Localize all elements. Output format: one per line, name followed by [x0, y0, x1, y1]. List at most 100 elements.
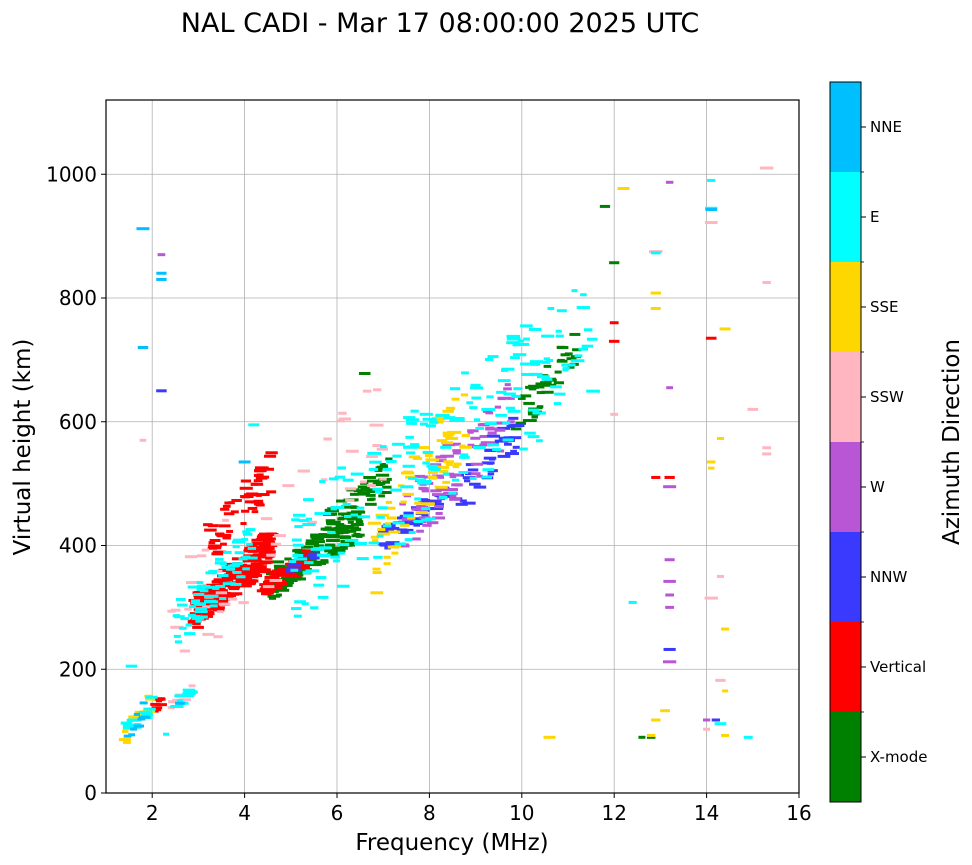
- nnw-echo: [285, 569, 295, 573]
- x-mode-echo: [564, 352, 573, 356]
- e-echo: [530, 362, 541, 366]
- y-tick-label: 800: [59, 286, 97, 310]
- e-echo: [459, 455, 470, 459]
- e-echo: [148, 707, 156, 711]
- nne-echo: [133, 724, 145, 728]
- nnw-echo: [421, 513, 429, 517]
- e-echo: [232, 538, 243, 542]
- e-echo: [443, 416, 456, 420]
- ssw-echo: [170, 625, 184, 629]
- vertical-echo: [264, 592, 272, 596]
- vertical-echo: [244, 500, 255, 504]
- x-mode-echo: [347, 529, 357, 533]
- e-echo: [319, 480, 326, 484]
- ssw-echo: [238, 601, 249, 605]
- nnw-echo: [377, 542, 392, 546]
- x-mode-echo: [379, 463, 386, 467]
- e-echo: [510, 356, 520, 360]
- e-echo: [527, 435, 540, 439]
- sse-echo: [414, 501, 422, 505]
- nnw-echo: [410, 518, 425, 522]
- data-points: [118, 166, 774, 744]
- colorbar-category-label: SSE: [870, 298, 899, 316]
- nnw-echo: [389, 542, 396, 546]
- e-echo: [316, 553, 331, 557]
- e-echo: [495, 413, 507, 417]
- e-echo: [541, 334, 555, 338]
- vertical-echo: [263, 454, 277, 458]
- sse-echo: [135, 712, 147, 716]
- vertical-echo: [209, 544, 217, 548]
- vertical-echo: [247, 571, 255, 575]
- ssw-echo: [338, 417, 352, 421]
- vertical-echo: [248, 579, 259, 583]
- vertical-echo: [223, 578, 234, 582]
- vertical-echo: [254, 555, 267, 559]
- nnw-echo: [386, 526, 400, 530]
- w-echo: [470, 436, 481, 440]
- sse-echo: [371, 538, 379, 542]
- vertical-echo: [264, 575, 274, 579]
- w-echo: [467, 443, 475, 447]
- y-tick-label: 600: [59, 410, 97, 434]
- e-echo: [317, 595, 329, 599]
- sse-echo: [543, 735, 556, 739]
- ssw-echo: [179, 649, 191, 653]
- e-echo: [484, 422, 497, 426]
- x-mode-echo: [311, 537, 325, 541]
- e-echo: [143, 707, 152, 711]
- vertical-echo: [212, 550, 226, 554]
- e-echo: [176, 597, 186, 601]
- ssw-echo: [323, 437, 332, 441]
- sse-echo: [391, 551, 399, 555]
- w-echo: [416, 504, 429, 508]
- vertical-echo: [219, 586, 226, 590]
- sse-echo: [452, 465, 460, 469]
- nnw-echo: [464, 472, 473, 476]
- nnw-echo: [487, 472, 495, 476]
- y-axis-label: Virtual height (km): [10, 339, 36, 556]
- x-mode-echo: [379, 490, 392, 494]
- e-echo: [248, 423, 260, 427]
- vertical-echo: [255, 476, 268, 480]
- e-echo: [450, 417, 465, 421]
- x-axis-label: Frequency (MHz): [355, 830, 548, 856]
- x-mode-echo: [274, 566, 287, 570]
- e-echo: [350, 472, 364, 476]
- x-mode-echo: [515, 421, 526, 425]
- e-echo: [513, 387, 523, 391]
- sse-echo: [716, 436, 724, 440]
- vertical-echo: [290, 562, 301, 566]
- vertical-echo: [266, 532, 277, 536]
- e-echo: [293, 614, 302, 618]
- vertical-echo: [256, 568, 269, 572]
- e-echo: [578, 347, 588, 351]
- e-echo: [221, 566, 230, 570]
- e-echo: [475, 426, 485, 430]
- sse-echo: [370, 535, 380, 539]
- ssw-echo: [336, 419, 345, 423]
- w-echo: [665, 180, 674, 184]
- x-mode-echo: [543, 383, 557, 387]
- e-echo: [406, 445, 420, 449]
- e-echo: [421, 507, 431, 511]
- vertical-echo: [213, 578, 228, 582]
- vertical-echo: [223, 591, 231, 595]
- e-echo: [288, 560, 297, 564]
- x-mode-echo: [357, 491, 367, 495]
- e-echo: [400, 485, 414, 489]
- vertical-echo: [256, 473, 264, 477]
- e-echo: [448, 491, 457, 495]
- x-mode-echo: [599, 204, 611, 208]
- e-echo: [241, 537, 249, 541]
- sse-echo: [617, 186, 630, 190]
- e-echo: [194, 610, 208, 614]
- x-mode-echo: [325, 519, 336, 523]
- vertical-echo: [206, 583, 220, 587]
- ssw-echo: [703, 727, 711, 731]
- w-echo: [411, 507, 423, 511]
- e-echo: [429, 420, 439, 424]
- vertical-echo: [247, 573, 258, 577]
- colorbar-swatch: [830, 532, 861, 622]
- e-echo: [506, 337, 521, 341]
